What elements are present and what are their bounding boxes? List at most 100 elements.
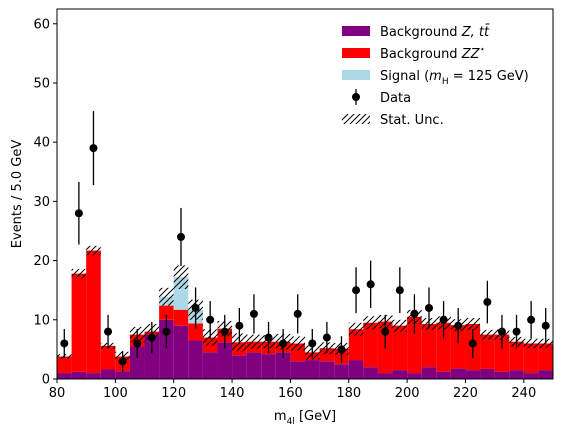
bar-background-z-tt bbox=[334, 364, 349, 379]
data-point bbox=[220, 314, 229, 349]
bar-background-z-tt bbox=[159, 319, 174, 379]
y-tick-label: 0 bbox=[42, 373, 50, 388]
plot-area bbox=[57, 245, 553, 379]
bar-background-zz bbox=[188, 323, 203, 341]
y-axis-label: Events / 5.0 GeV bbox=[10, 140, 25, 249]
bar-background-zz bbox=[71, 273, 87, 372]
bar-background-z-tt bbox=[305, 360, 320, 379]
legend-item-signal: Signal (mH​ = 125 GeV) bbox=[342, 69, 529, 87]
data-point bbox=[235, 307, 244, 344]
bar-background-z-tt bbox=[465, 370, 481, 379]
bar-background-z-tt bbox=[392, 370, 408, 379]
y-tick-label: 60 bbox=[33, 17, 50, 32]
bar-background-z-tt bbox=[421, 367, 437, 379]
bar-background-zz bbox=[421, 323, 437, 368]
data-point bbox=[162, 314, 171, 349]
data-point bbox=[177, 207, 185, 266]
x-axis: 80 100 120 140 160 180 200 220 240 bbox=[49, 379, 536, 401]
bar-background-z-tt bbox=[202, 352, 218, 379]
x-tick-label: 240 bbox=[511, 386, 536, 401]
bar-background-zz bbox=[407, 316, 422, 374]
bar-background-zz bbox=[159, 305, 174, 320]
data-point bbox=[337, 336, 346, 363]
bar-background-z-tt bbox=[188, 340, 203, 379]
data-point bbox=[468, 328, 477, 358]
data-point bbox=[133, 328, 142, 358]
bar-background-z-tt bbox=[494, 371, 510, 379]
data-points bbox=[60, 111, 550, 372]
data-point bbox=[366, 260, 375, 308]
bar-background-zz bbox=[348, 329, 364, 361]
legend-label: Stat. Unc. bbox=[380, 113, 444, 128]
stat-uncertainty-band bbox=[86, 245, 101, 256]
x-tick-label: 120 bbox=[161, 386, 186, 401]
bar-background-z-tt bbox=[232, 355, 247, 379]
x-tick-label: 220 bbox=[453, 386, 478, 401]
x-tick-label: 100 bbox=[103, 386, 128, 401]
data-point bbox=[293, 294, 302, 334]
legend-swatch bbox=[342, 26, 370, 36]
data-point bbox=[439, 301, 448, 339]
bar-background-zz bbox=[363, 322, 378, 368]
bar-background-zz bbox=[173, 309, 189, 326]
bar-background-z-tt bbox=[246, 352, 262, 379]
y-tick-label: 40 bbox=[33, 136, 50, 151]
bar-background-zz bbox=[509, 341, 524, 371]
bar-background-z-tt bbox=[129, 346, 145, 379]
stat-uncertainty-band bbox=[71, 268, 87, 279]
y-tick-label: 50 bbox=[33, 77, 50, 92]
legend-item-unc: Stat. Unc. bbox=[342, 113, 444, 128]
data-point bbox=[89, 111, 98, 186]
bar-background-z-tt bbox=[538, 370, 553, 379]
stat-uncertainty-band bbox=[246, 334, 262, 349]
bar-background-z-tt bbox=[217, 342, 233, 379]
data-point bbox=[425, 287, 433, 329]
stat-uncertainty-band bbox=[173, 265, 189, 290]
bar-background-z-tt bbox=[261, 354, 276, 379]
bar-background-z-tt bbox=[348, 360, 364, 379]
x-tick-label: 180 bbox=[336, 386, 361, 401]
data-point bbox=[527, 301, 536, 339]
bar-background-z-tt bbox=[144, 334, 160, 379]
bar-background-zz bbox=[392, 325, 408, 371]
data-point bbox=[541, 307, 550, 344]
data-point bbox=[454, 307, 463, 344]
data-point bbox=[118, 350, 127, 372]
data-point bbox=[279, 328, 288, 358]
bar-background-z-tt bbox=[377, 373, 393, 379]
bar-background-z-tt bbox=[71, 371, 87, 379]
bar-background-zz bbox=[523, 343, 539, 374]
stat-uncertainty-band bbox=[465, 318, 481, 330]
legend-item-bg_zz: Background ZZ⋆​ bbox=[342, 45, 485, 62]
stat-uncertainty-band bbox=[523, 338, 539, 349]
bar-background-z-tt bbox=[436, 371, 451, 379]
data-point bbox=[395, 267, 404, 314]
legend: Background Z, tt̄ Background ZZ⋆​ Signal (… bbox=[342, 25, 529, 128]
legend-marker bbox=[352, 93, 360, 101]
data-point bbox=[308, 328, 317, 358]
stat-uncertainty-band bbox=[348, 322, 364, 336]
bar-background-z-tt bbox=[509, 370, 524, 379]
data-point bbox=[381, 314, 390, 349]
data-point bbox=[410, 294, 419, 334]
bar-background-z-tt bbox=[100, 369, 116, 379]
bar-background-z-tt bbox=[450, 368, 466, 379]
bar-background-z-tt bbox=[275, 352, 291, 379]
stat-uncertainty-band bbox=[480, 329, 495, 340]
stat-uncertainty-band bbox=[290, 336, 305, 351]
bar-background-z-tt bbox=[523, 373, 539, 379]
legend-label: Data bbox=[380, 91, 411, 106]
bar-background-zz bbox=[450, 325, 466, 369]
bar-background-zz bbox=[57, 356, 72, 374]
y-tick-label: 10 bbox=[33, 313, 50, 328]
data-point bbox=[191, 287, 200, 329]
data-point bbox=[512, 314, 521, 349]
stat-uncertainty-band bbox=[363, 316, 378, 330]
x-axis-label: m4l​ [GeV] bbox=[274, 409, 336, 427]
data-point bbox=[483, 280, 492, 324]
bar-background-zz bbox=[494, 334, 510, 372]
data-point bbox=[147, 321, 156, 354]
bar-background-zz bbox=[86, 250, 101, 374]
stat-uncertainty-band bbox=[159, 287, 174, 306]
legend-swatch bbox=[342, 48, 370, 58]
